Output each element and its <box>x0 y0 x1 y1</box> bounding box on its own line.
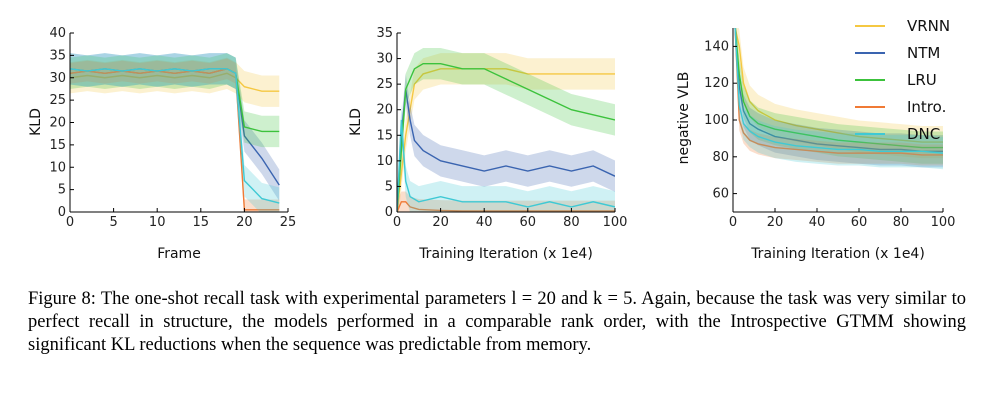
y-tick-label: 120 <box>704 76 729 91</box>
y-tick-label: 140 <box>704 39 729 54</box>
x-tick-label: 25 <box>280 215 297 230</box>
series-group <box>70 53 280 212</box>
y-tick-label: 25 <box>376 77 393 92</box>
series-band-dnc <box>735 28 943 170</box>
y-tick-label: 100 <box>704 113 729 128</box>
y-tick-label: 15 <box>49 138 66 153</box>
x-tick-label: 20 <box>767 215 784 230</box>
series-line-lru <box>734 28 943 149</box>
y-tick-label: 5 <box>385 179 393 194</box>
x-tick-label: 10 <box>149 215 166 230</box>
x-axis-label: Training Iteration (x 1e4) <box>750 246 925 262</box>
x-axis-label: Frame <box>157 246 201 262</box>
x-tick-label: 5 <box>109 215 117 230</box>
series-line-dnc <box>397 119 615 212</box>
y-tick-label: 35 <box>376 26 393 41</box>
series-band-intro <box>70 58 280 212</box>
figure-caption: Figure 8: The one-shot recall task with … <box>28 288 966 357</box>
series-band-lru <box>735 28 943 164</box>
y-tick-label: 10 <box>376 154 393 169</box>
series-line-lru <box>397 62 615 212</box>
x-tick-label: 60 <box>851 215 868 230</box>
caption-label: Figure 8: <box>28 289 96 309</box>
series-line-dnc <box>734 28 943 154</box>
series-band-ntm <box>70 53 280 201</box>
y-axis-label: KLD <box>348 108 364 136</box>
series-line-intro <box>734 28 943 156</box>
y-axis-label: negative VLB <box>676 72 692 165</box>
panel-training-kld: 0 5 10 15 20 25 30 35 0 20 40 60 80 100 Training Itera… <box>348 26 627 262</box>
series-band-vrnn <box>397 53 615 212</box>
legend: VRNN NTM LRU Intro. DNC <box>855 17 950 143</box>
series-band-vrnn <box>70 57 280 107</box>
series-line-intro <box>70 68 280 211</box>
series-band-dnc <box>70 53 280 212</box>
y-tick-label: 35 <box>49 48 66 63</box>
legend-label-lru: LRU <box>907 71 937 89</box>
series-band-dnc <box>397 104 615 212</box>
series-line-vrnn <box>70 72 280 92</box>
x-tick-label: 20 <box>432 215 449 230</box>
panel-frame-kld: 0 5 10 15 20 25 30 35 40 0 5 10 15 20 25 Frame KLD <box>28 26 296 262</box>
panel-training-vlb: 60 80 100 120 140 0 20 40 60 80 100 Training Iterat… <box>676 28 956 262</box>
y-tick-label: 0 <box>58 205 66 220</box>
y-tick-label: 20 <box>49 116 66 131</box>
x-tick-label: 0 <box>729 215 737 230</box>
legend-label-ntm: NTM <box>907 44 940 62</box>
x-tick-label: 15 <box>193 215 210 230</box>
x-axis-label: Training Iteration (x 1e4) <box>418 246 593 262</box>
x-tick-label: 60 <box>520 215 537 230</box>
y-tick-label: 10 <box>49 160 66 175</box>
x-tick-label: 80 <box>893 215 910 230</box>
y-tick-label: 30 <box>376 52 393 67</box>
series-band-vrnn <box>735 28 943 159</box>
y-tick-label: 60 <box>712 187 729 202</box>
y-tick-label: 30 <box>49 71 66 86</box>
series-line-ntm <box>397 89 615 212</box>
x-tick-label: 100 <box>603 215 628 230</box>
y-tick-label: 5 <box>58 183 66 198</box>
x-tick-label: 20 <box>236 215 253 230</box>
x-tick-label: 80 <box>563 215 580 230</box>
y-tick-label: 15 <box>376 128 393 143</box>
y-tick-label: 25 <box>49 93 66 108</box>
caption-text: The one-shot recall task with experiment… <box>28 289 966 355</box>
x-tick-label: 40 <box>476 215 493 230</box>
y-tick-label: 80 <box>712 150 729 165</box>
series-line-dnc <box>70 68 280 204</box>
series-band-lru <box>70 53 280 148</box>
series-line-vrnn <box>734 28 943 143</box>
series-line-ntm <box>734 28 943 152</box>
y-tick-label: 0 <box>385 205 393 220</box>
legend-label-vrnn: VRNN <box>907 17 950 35</box>
series-band-lru <box>397 48 615 212</box>
y-tick-label: 20 <box>376 103 393 118</box>
series-band-ntm <box>397 73 615 212</box>
legend-label-dnc: DNC <box>907 125 940 143</box>
series-group <box>397 48 615 212</box>
x-tick-label: 100 <box>931 215 956 230</box>
legend-label-intro: Intro. <box>907 98 946 116</box>
series-group <box>734 28 943 170</box>
x-tick-label: 0 <box>66 215 74 230</box>
y-tick-label: 40 <box>49 26 66 41</box>
x-tick-label: 40 <box>809 215 826 230</box>
y-axis-label: KLD <box>28 108 44 136</box>
series-band-ntm <box>735 28 943 168</box>
figure-panels: 0 5 10 15 20 25 30 35 40 0 5 10 15 20 25 Frame KLD 0 5 10 1… <box>28 17 956 262</box>
x-tick-label: 0 <box>393 215 401 230</box>
